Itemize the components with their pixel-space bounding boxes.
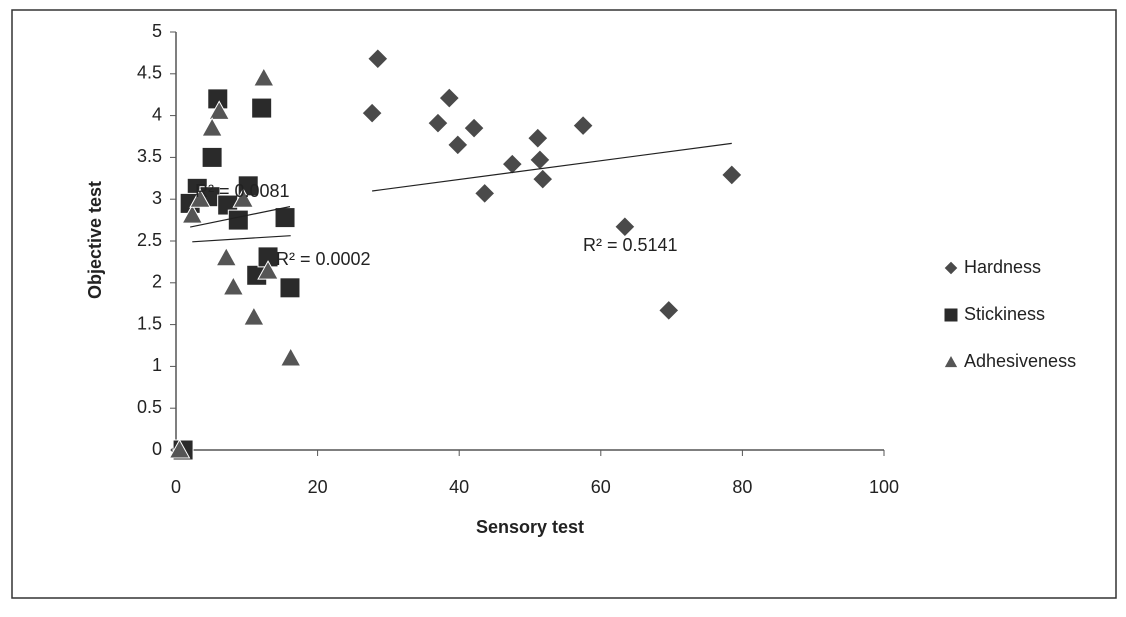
y-tick-label: 1.5 <box>137 313 162 333</box>
x-tick-label: 40 <box>449 477 469 497</box>
y-tick-label: 5 <box>152 21 162 41</box>
x-tick-label: 0 <box>171 477 181 497</box>
y-axis-title: Objective test <box>85 181 105 299</box>
x-axis-title: Sensory test <box>476 517 584 537</box>
r-squared-annotation: R² = 0.0002 <box>276 249 371 269</box>
square-marker <box>280 278 300 298</box>
legend-label: Adhesiveness <box>964 351 1076 371</box>
chart: Sensory test Objective test 0 0.5 1 1.5 2 2.5… <box>0 0 1126 612</box>
x-tick-label: 80 <box>732 477 752 497</box>
y-tick-label: 0.5 <box>137 397 162 417</box>
x-tick-label: 100 <box>869 477 899 497</box>
y-tick-label: 0 <box>152 439 162 459</box>
page: Sensory test Objective test 0 0.5 1 1.5 2 2.5… <box>0 0 1126 617</box>
r-squared-annotation: R² = 0.0081 <box>195 181 290 201</box>
square-marker <box>228 210 248 230</box>
x-tick-label: 60 <box>591 477 611 497</box>
y-tick-label: 4.5 <box>137 63 162 83</box>
square-marker <box>275 208 295 228</box>
legend-label: Stickiness <box>964 304 1045 324</box>
y-tick-label: 3.5 <box>137 146 162 166</box>
square-marker <box>202 147 222 167</box>
square-marker <box>944 308 958 322</box>
y-tick-label: 3 <box>152 188 162 208</box>
x-tick-label: 20 <box>308 477 328 497</box>
legend-label: Hardness <box>964 257 1041 277</box>
square-marker <box>252 98 272 118</box>
frame <box>12 10 1116 598</box>
y-tick-label: 2.5 <box>137 230 162 250</box>
r-squared-annotation: R² = 0.5141 <box>583 235 678 255</box>
y-tick-label: 2 <box>152 272 162 292</box>
y-tick-label: 1 <box>152 355 162 375</box>
y-tick-label: 4 <box>152 104 162 124</box>
